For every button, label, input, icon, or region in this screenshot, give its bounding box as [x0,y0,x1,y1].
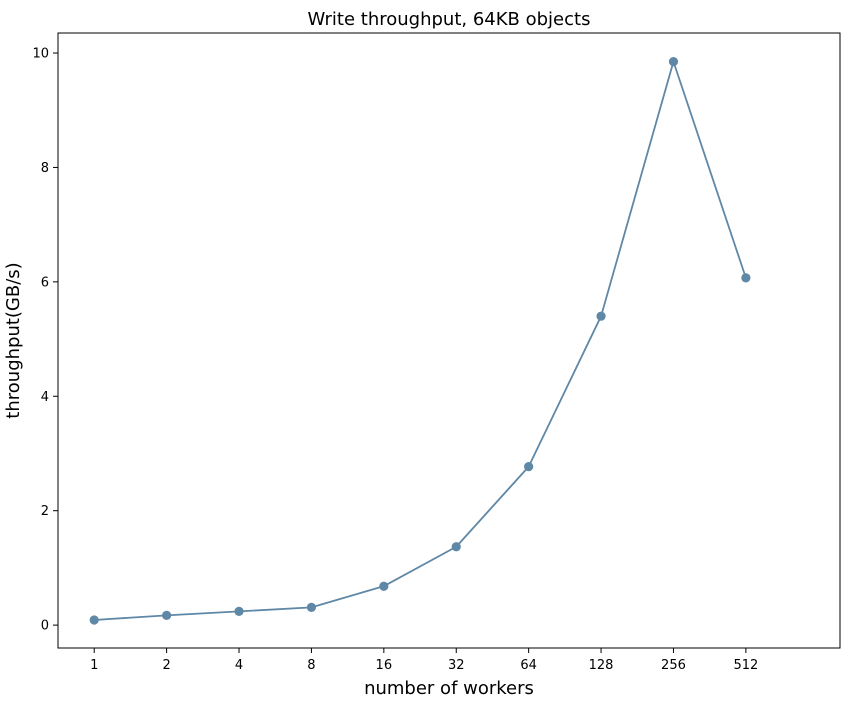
y-tick-label: 2 [41,504,49,519]
plot-area [57,32,841,649]
x-tick-label: 128 [589,658,614,673]
data-point [162,610,172,620]
chart-title: Write throughput, 64KB objects [308,9,591,30]
data-point [596,311,606,321]
x-tick-label: 2 [162,658,170,673]
data-point [668,57,679,67]
y-axis: 0 2 4 6 8 10 [32,47,58,634]
y-tick-label: 10 [32,47,49,62]
data-point [234,606,244,616]
data-point [524,462,534,472]
x-tick-label: 16 [376,658,393,673]
y-tick-label: 8 [41,161,49,176]
data-point [379,581,389,591]
x-tick-label: 8 [307,658,315,673]
y-axis-title: throughput(GB/s) [3,262,24,418]
x-tick-label: 64 [520,658,537,673]
series-layer [89,57,751,625]
data-point [89,615,99,625]
x-tick-label: 1 [90,658,98,673]
y-tick-label: 6 [41,275,49,290]
data-point [306,602,317,612]
data-point [741,273,751,283]
x-tick-label: 256 [661,658,686,673]
x-tick-label: 512 [733,658,758,673]
y-tick-label: 4 [41,390,49,405]
x-axis: 1 2 4 8 16 32 64 128 256 512 [90,648,758,673]
series-line [94,60,747,621]
x-axis-title: number of workers [364,678,534,699]
data-point [451,542,461,552]
x-tick-label: 32 [448,658,465,673]
y-tick-label: 0 [41,619,49,634]
x-tick-label: 4 [235,658,243,673]
